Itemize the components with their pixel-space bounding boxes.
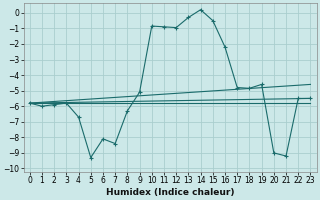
X-axis label: Humidex (Indice chaleur): Humidex (Indice chaleur) — [106, 188, 234, 197]
